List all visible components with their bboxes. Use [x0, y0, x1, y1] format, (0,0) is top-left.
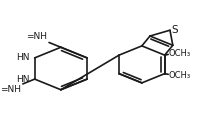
Text: HN: HN [16, 53, 30, 62]
Text: OCH₃: OCH₃ [169, 49, 191, 58]
Text: HN: HN [16, 75, 30, 84]
Text: =NH: =NH [26, 32, 47, 41]
Text: S: S [171, 25, 178, 35]
Text: OCH₃: OCH₃ [169, 71, 191, 80]
Text: =NH: =NH [0, 85, 21, 94]
